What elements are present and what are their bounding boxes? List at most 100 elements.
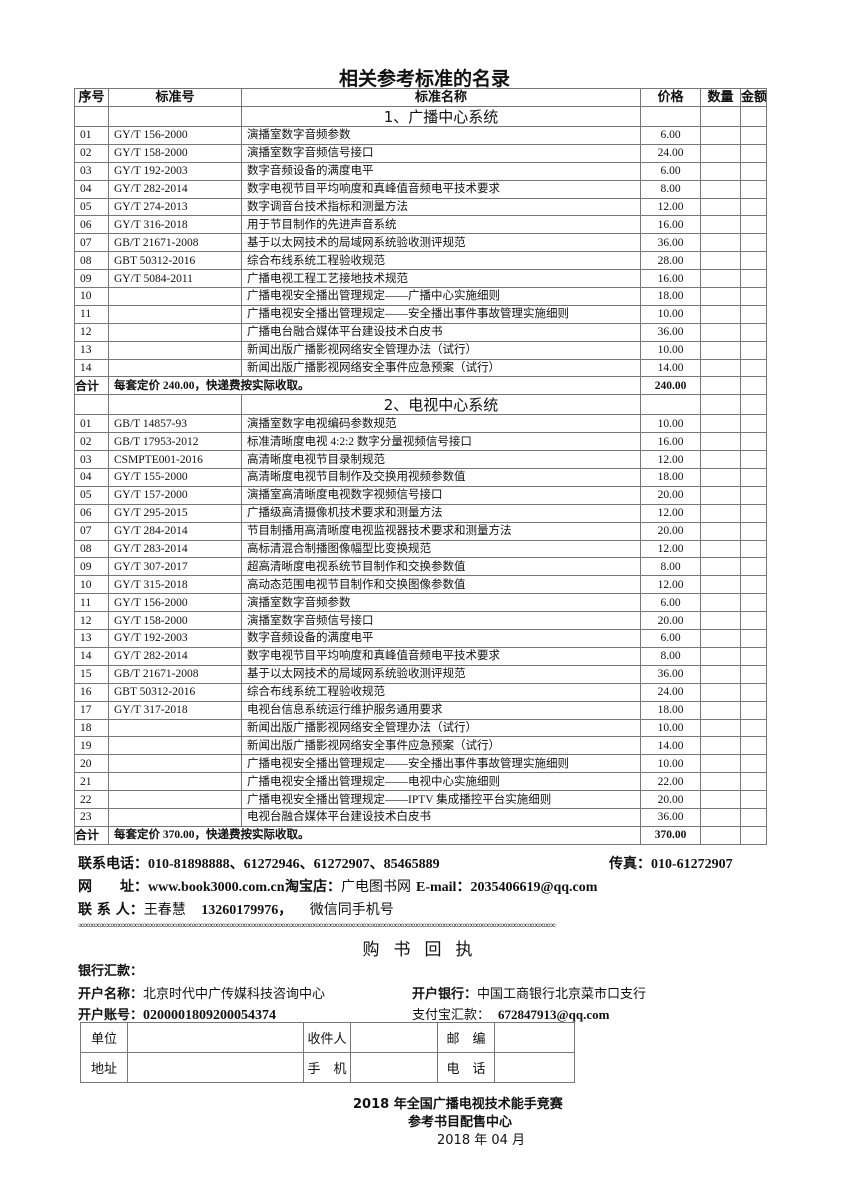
amount-cell[interactable]	[740, 718, 767, 738]
amount-cell[interactable]	[740, 197, 767, 217]
quantity-cell[interactable]	[700, 772, 741, 792]
quantity-cell[interactable]	[700, 682, 741, 702]
table-row: 06 GY/T 316-2018 用于节目制作的先进声音系统 16.00	[74, 215, 767, 235]
amount-cell[interactable]	[740, 754, 767, 774]
amount-cell[interactable]	[740, 790, 767, 809]
quantity-cell[interactable]	[700, 358, 741, 378]
quantity-cell[interactable]	[700, 143, 741, 163]
amount-cell[interactable]	[740, 233, 767, 253]
quantity-cell[interactable]	[700, 215, 741, 235]
postcode-field[interactable]	[494, 1022, 575, 1053]
amount-cell[interactable]	[740, 682, 767, 702]
row-number: 21	[74, 772, 109, 792]
quantity-cell[interactable]	[700, 629, 741, 648]
amount-cell[interactable]	[740, 468, 767, 487]
amount-cell[interactable]	[740, 772, 767, 792]
quantity-cell[interactable]	[700, 340, 741, 360]
quantity-cell[interactable]	[700, 468, 741, 487]
quantity-cell[interactable]	[700, 754, 741, 774]
quantity-cell[interactable]	[700, 414, 741, 434]
amount-cell[interactable]	[740, 432, 767, 452]
table-row: 17 GY/T 317-2018 电视台信息系统运行维护服务通用要求 18.00	[74, 700, 767, 720]
amount-cell[interactable]	[740, 358, 767, 378]
quantity-cell[interactable]	[700, 611, 741, 631]
standard-name: 广播电台融合媒体平台建设技术白皮书	[241, 322, 641, 342]
quantity-cell[interactable]	[700, 304, 741, 324]
quantity-cell[interactable]	[700, 126, 741, 145]
row-number: 09	[74, 557, 109, 577]
amount-cell[interactable]	[740, 126, 767, 145]
recipient-field[interactable]	[350, 1022, 438, 1053]
amount-cell[interactable]	[740, 611, 767, 631]
amount-cell[interactable]	[740, 179, 767, 199]
alipay-line: 支付宝汇款： 672847913@qq.com	[412, 1004, 609, 1023]
signature-line2: 参考书目配售中心	[408, 1115, 513, 1130]
amount-cell[interactable]	[740, 340, 767, 360]
quantity-cell[interactable]	[700, 376, 741, 396]
amount-cell[interactable]	[740, 485, 767, 505]
amount-cell[interactable]	[740, 287, 767, 306]
amount-cell[interactable]	[740, 251, 767, 271]
quantity-cell[interactable]	[700, 251, 741, 271]
quantity-cell[interactable]	[700, 432, 741, 452]
empty-cell	[74, 394, 109, 416]
amount-cell[interactable]	[740, 539, 767, 559]
address-field[interactable]	[127, 1052, 304, 1083]
amount-cell[interactable]	[740, 736, 767, 756]
quantity-cell[interactable]	[700, 736, 741, 756]
quantity-cell[interactable]	[700, 825, 741, 845]
amount-cell[interactable]	[740, 593, 767, 613]
amount-cell[interactable]	[740, 557, 767, 577]
quantity-cell[interactable]	[700, 593, 741, 613]
wechat-note: 微信同手机号	[309, 902, 394, 918]
mobile-field[interactable]	[350, 1052, 438, 1083]
amount-cell[interactable]	[740, 450, 767, 470]
amount-cell[interactable]	[740, 304, 767, 324]
unit-field[interactable]	[127, 1022, 304, 1053]
quantity-cell[interactable]	[700, 718, 741, 738]
quantity-cell[interactable]	[700, 197, 741, 217]
quantity-cell[interactable]	[700, 700, 741, 720]
quantity-cell[interactable]	[700, 287, 741, 306]
quantity-cell[interactable]	[700, 664, 741, 684]
phone-field[interactable]	[494, 1052, 575, 1083]
quantity-cell[interactable]	[700, 450, 741, 470]
quantity-cell[interactable]	[700, 322, 741, 342]
amount-cell[interactable]	[740, 269, 767, 289]
amount-cell[interactable]	[740, 215, 767, 235]
total-row: 合计 每套定价 370.00，快递费按实际收取。 370.00	[74, 825, 767, 845]
price: 14.00	[640, 358, 701, 378]
quantity-cell[interactable]	[700, 807, 741, 827]
amount-cell[interactable]	[740, 414, 767, 434]
amount-cell[interactable]	[740, 807, 767, 827]
amount-cell[interactable]	[740, 376, 767, 396]
quantity-cell[interactable]	[700, 539, 741, 559]
amount-cell[interactable]	[740, 825, 767, 845]
quantity-cell[interactable]	[700, 179, 741, 199]
amount-cell[interactable]	[740, 503, 767, 523]
amount-cell[interactable]	[740, 646, 767, 666]
quantity-cell[interactable]	[700, 161, 741, 181]
quantity-cell[interactable]	[700, 485, 741, 505]
mobile-label: 手 机	[303, 1052, 351, 1083]
amount-cell[interactable]	[740, 521, 767, 541]
amount-cell[interactable]	[740, 575, 767, 595]
quantity-cell[interactable]	[700, 557, 741, 577]
quantity-cell[interactable]	[700, 790, 741, 809]
price: 24.00	[640, 143, 701, 163]
amount-cell[interactable]	[740, 629, 767, 648]
quantity-cell[interactable]	[700, 521, 741, 541]
amount-cell[interactable]	[740, 322, 767, 342]
quantity-cell[interactable]	[700, 269, 741, 289]
quantity-cell[interactable]	[700, 503, 741, 523]
web-link[interactable]: www.book3000.com.cn	[148, 880, 285, 895]
amount-cell[interactable]	[740, 143, 767, 163]
email-link[interactable]: 2035406619@qq.com	[470, 880, 598, 895]
amount-cell[interactable]	[740, 161, 767, 181]
quantity-cell[interactable]	[700, 646, 741, 666]
table-row: 01 GB/T 14857-93 演播室数字电视编码参数规范 10.00	[74, 414, 767, 434]
quantity-cell[interactable]	[700, 575, 741, 595]
quantity-cell[interactable]	[700, 233, 741, 253]
amount-cell[interactable]	[740, 664, 767, 684]
amount-cell[interactable]	[740, 700, 767, 720]
